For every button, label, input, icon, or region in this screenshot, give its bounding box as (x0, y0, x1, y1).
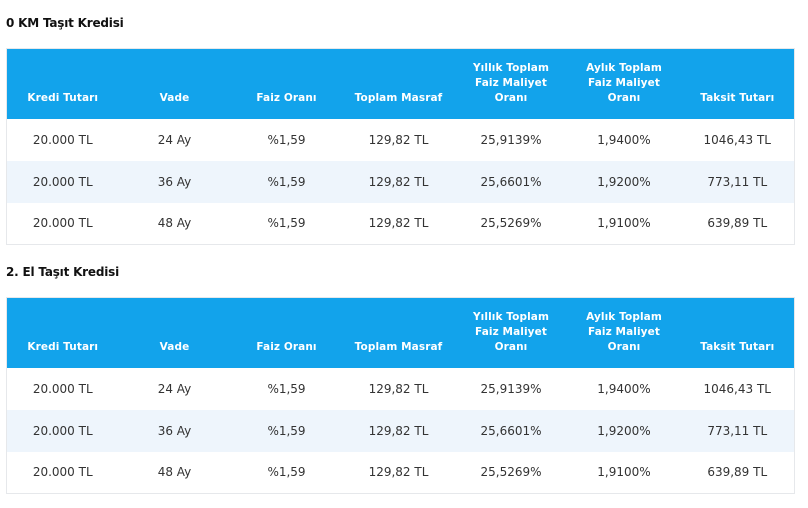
section-title-used-vehicle: 2. El Taşıt Kredisi (6, 265, 119, 279)
cell-term: 36 Ay (157, 423, 192, 438)
used-vehicle-loan-table: Kredi Tutarı Vade Faiz Oranı Toplam Masr… (6, 297, 795, 494)
header-interest-rate: Faiz Oranı (256, 340, 317, 353)
cell-monthly-cost-rate: 1,9100% (597, 465, 651, 480)
cell-term: 48 Ay (157, 465, 192, 480)
header-monthly-cost-rate: Aylık Toplam Faiz Maliyet Oranı (586, 61, 662, 104)
header-loan-amount: Kredi Tutarı (27, 91, 99, 104)
header-term: Vade (159, 340, 190, 353)
cell-annual-cost-rate: 25,6601% (480, 423, 542, 438)
cell-monthly-cost-rate: 1,9100% (597, 216, 651, 231)
cell-loan-amount: 20.000 TL (32, 423, 93, 438)
cell-term: 48 Ay (157, 216, 192, 231)
header-loan-amount: Kredi Tutarı (27, 340, 99, 353)
table-row: 20.000 TL 48 Ay %1,59 129,82 TL 25,5269%… (6, 451, 795, 494)
table-header-row: Kredi Tutarı Vade Faiz Oranı Toplam Masr… (6, 297, 795, 368)
cell-loan-amount: 20.000 TL (32, 132, 93, 147)
cell-term: 24 Ay (157, 132, 192, 147)
cell-interest-rate: %1,59 (267, 174, 306, 189)
new-vehicle-loan-table: Kredi Tutarı Vade Faiz Oranı Toplam Masr… (6, 48, 795, 245)
header-installment: Taksit Tutarı (700, 91, 775, 104)
header-total-fee: Toplam Masraf (354, 340, 443, 353)
table-row: 20.000 TL 36 Ay %1,59 129,82 TL 25,6601%… (6, 160, 795, 203)
cell-loan-amount: 20.000 TL (32, 465, 93, 480)
header-annual-cost-rate: Yıllık Toplam Faiz Maliyet Oranı (472, 61, 550, 104)
cell-interest-rate: %1,59 (267, 216, 306, 231)
cell-term: 24 Ay (157, 381, 192, 396)
cell-term: 36 Ay (157, 174, 192, 189)
cell-loan-amount: 20.000 TL (32, 216, 93, 231)
header-monthly-cost-rate: Aylık Toplam Faiz Maliyet Oranı (586, 310, 662, 353)
cell-annual-cost-rate: 25,9139% (480, 132, 542, 147)
header-annual-cost-rate: Yıllık Toplam Faiz Maliyet Oranı (472, 310, 550, 353)
cell-monthly-cost-rate: 1,9200% (597, 174, 651, 189)
cell-installment: 639,89 TL (707, 465, 768, 480)
cell-total-fee: 129,82 TL (368, 174, 429, 189)
table-row: 20.000 TL 48 Ay %1,59 129,82 TL 25,5269%… (6, 202, 795, 245)
header-total-fee: Toplam Masraf (354, 91, 443, 104)
cell-annual-cost-rate: 25,5269% (480, 216, 542, 231)
cell-interest-rate: %1,59 (267, 465, 306, 480)
cell-total-fee: 129,82 TL (368, 216, 429, 231)
table-row: 20.000 TL 24 Ay %1,59 129,82 TL 25,9139%… (6, 367, 795, 410)
table-row: 20.000 TL 36 Ay %1,59 129,82 TL 25,6601%… (6, 409, 795, 452)
cell-annual-cost-rate: 25,6601% (480, 174, 542, 189)
cell-monthly-cost-rate: 1,9400% (597, 381, 651, 396)
section-title-new-vehicle: 0 KM Taşıt Kredisi (6, 16, 124, 30)
header-interest-rate: Faiz Oranı (256, 91, 317, 104)
cell-installment: 1046,43 TL (703, 132, 771, 147)
cell-installment: 773,11 TL (707, 423, 768, 438)
table-row: 20.000 TL 24 Ay %1,59 129,82 TL 25,9139%… (6, 118, 795, 161)
cell-installment: 1046,43 TL (703, 381, 771, 396)
header-term: Vade (159, 91, 190, 104)
table-header-row: Kredi Tutarı Vade Faiz Oranı Toplam Masr… (6, 48, 795, 119)
cell-monthly-cost-rate: 1,9200% (597, 423, 651, 438)
cell-annual-cost-rate: 25,5269% (480, 465, 542, 480)
cell-total-fee: 129,82 TL (368, 381, 429, 396)
cell-installment: 773,11 TL (707, 174, 768, 189)
cell-loan-amount: 20.000 TL (32, 174, 93, 189)
cell-total-fee: 129,82 TL (368, 423, 429, 438)
cell-interest-rate: %1,59 (267, 381, 306, 396)
cell-total-fee: 129,82 TL (368, 132, 429, 147)
cell-monthly-cost-rate: 1,9400% (597, 132, 651, 147)
header-installment: Taksit Tutarı (700, 340, 775, 353)
cell-installment: 639,89 TL (707, 216, 768, 231)
cell-interest-rate: %1,59 (267, 423, 306, 438)
cell-interest-rate: %1,59 (267, 132, 306, 147)
cell-loan-amount: 20.000 TL (32, 381, 93, 396)
cell-annual-cost-rate: 25,9139% (480, 381, 542, 396)
cell-total-fee: 129,82 TL (368, 465, 429, 480)
